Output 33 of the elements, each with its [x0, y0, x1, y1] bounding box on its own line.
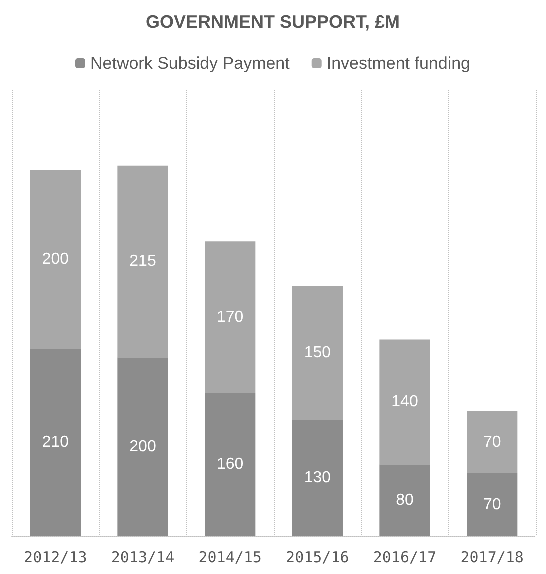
bar [118, 358, 168, 536]
bar [292, 286, 343, 420]
bar [467, 474, 518, 536]
data-label: 140 [392, 394, 418, 411]
data-label: 150 [304, 344, 332, 362]
data-label: 200 [130, 438, 156, 456]
chart-title: GOVERNMENT SUPPORT, £M [146, 12, 400, 32]
x-tick-label: 2012/13 [24, 548, 88, 566]
data-label: 210 [42, 434, 70, 451]
x-tick-label: 2016/17 [373, 548, 437, 566]
bar [292, 420, 343, 536]
x-tick-label: 2015/16 [286, 548, 350, 566]
bar [380, 464, 430, 536]
x-tick-label: 2017/18 [460, 548, 524, 566]
x-tick-label: 2014/15 [198, 548, 262, 566]
data-label: 215 [130, 253, 156, 270]
bar [205, 242, 256, 394]
bar [118, 166, 168, 358]
data-label: 170 [216, 308, 244, 326]
x-tick-label: 2013/14 [111, 548, 175, 566]
legend-label: Network Subsidy Payment [90, 54, 290, 73]
data-label: 130 [304, 470, 332, 487]
data-label: 80 [396, 492, 414, 509]
data-label: 70 [483, 496, 502, 514]
bar [205, 393, 256, 536]
data-label: 200 [42, 250, 70, 268]
bar [30, 170, 81, 349]
data-label: 70 [483, 434, 502, 451]
bar [380, 340, 430, 465]
legend-label: Investment funding [326, 54, 471, 73]
bar [30, 348, 81, 536]
bar [467, 411, 518, 474]
data-label: 160 [216, 456, 244, 474]
